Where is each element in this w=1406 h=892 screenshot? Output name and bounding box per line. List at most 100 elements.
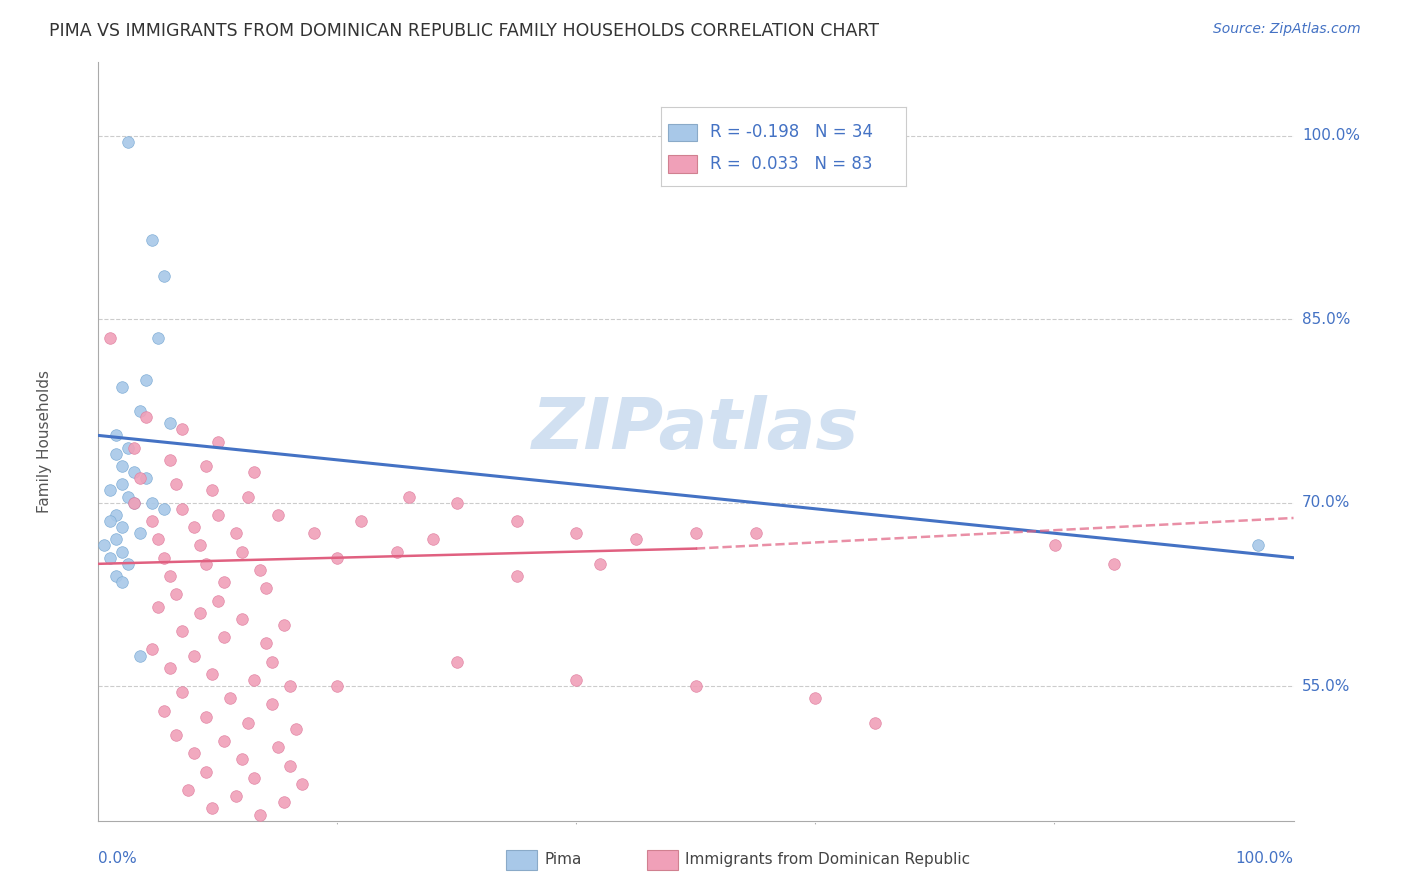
Text: Source: ZipAtlas.com: Source: ZipAtlas.com	[1213, 22, 1361, 37]
Point	[201, 801, 224, 815]
Point	[188, 606, 211, 620]
Point	[243, 465, 266, 479]
Point	[685, 526, 707, 541]
Point	[745, 526, 768, 541]
Point	[350, 514, 373, 528]
Point	[243, 673, 266, 687]
Point	[254, 582, 277, 596]
Point	[254, 636, 277, 650]
Point	[141, 233, 163, 247]
Point	[219, 691, 242, 706]
Point	[159, 661, 181, 675]
Point	[117, 441, 139, 455]
Text: 55.0%: 55.0%	[1302, 679, 1350, 694]
Point	[278, 679, 301, 693]
Point	[267, 740, 290, 755]
Text: 100.0%: 100.0%	[1302, 128, 1360, 144]
Point	[153, 704, 176, 718]
Point	[249, 563, 271, 577]
Point	[135, 471, 157, 485]
Point	[565, 526, 588, 541]
Point	[153, 501, 176, 516]
Point	[273, 795, 295, 809]
Point	[212, 734, 235, 748]
Text: 100.0%: 100.0%	[1236, 851, 1294, 866]
Point	[129, 471, 152, 485]
Point	[148, 330, 170, 344]
Point	[506, 569, 529, 583]
Point	[446, 496, 468, 510]
Point	[231, 752, 253, 766]
Point	[177, 783, 200, 797]
Point	[225, 789, 247, 804]
Text: 0.0%: 0.0%	[98, 851, 138, 866]
Point	[291, 777, 314, 791]
Point	[129, 526, 152, 541]
Point	[260, 655, 283, 669]
Text: Family Households: Family Households	[37, 370, 52, 513]
Point	[159, 416, 181, 430]
Point	[201, 666, 224, 681]
Point	[231, 612, 253, 626]
Point	[685, 679, 707, 693]
Point	[195, 458, 218, 473]
Text: Pima: Pima	[544, 853, 582, 867]
Point	[148, 533, 170, 547]
Point	[159, 453, 181, 467]
Point	[135, 410, 157, 425]
Point	[93, 539, 115, 553]
Point	[1104, 557, 1126, 571]
Point	[188, 539, 211, 553]
Point	[141, 496, 163, 510]
Point	[302, 526, 325, 541]
Point	[183, 520, 205, 534]
Point	[589, 557, 612, 571]
Point	[124, 441, 146, 455]
Point	[98, 550, 122, 565]
Point	[135, 373, 157, 387]
Point	[124, 496, 146, 510]
Point	[159, 569, 181, 583]
Point	[117, 490, 139, 504]
Point	[201, 483, 224, 498]
Point	[225, 526, 247, 541]
Point	[105, 428, 128, 442]
Point	[98, 483, 122, 498]
Point	[153, 269, 176, 284]
Point	[207, 508, 229, 522]
Point	[195, 764, 218, 779]
Text: 70.0%: 70.0%	[1302, 495, 1350, 510]
Point	[111, 575, 134, 590]
Point	[260, 698, 283, 712]
Point	[172, 501, 194, 516]
Point	[105, 447, 128, 461]
Point	[141, 642, 163, 657]
Point	[117, 135, 139, 149]
Point	[148, 599, 170, 614]
Point	[422, 533, 444, 547]
Point	[98, 514, 122, 528]
Point	[111, 520, 134, 534]
Point	[207, 434, 229, 449]
Point	[267, 508, 290, 522]
Point	[195, 557, 218, 571]
Point	[398, 490, 420, 504]
Point	[273, 618, 295, 632]
Text: PIMA VS IMMIGRANTS FROM DOMINICAN REPUBLIC FAMILY HOUSEHOLDS CORRELATION CHART: PIMA VS IMMIGRANTS FROM DOMINICAN REPUBL…	[49, 22, 879, 40]
Point	[1043, 539, 1066, 553]
Text: Immigrants from Dominican Republic: Immigrants from Dominican Republic	[685, 853, 970, 867]
Point	[129, 648, 152, 663]
Bar	[668, 124, 697, 141]
Point	[129, 404, 152, 418]
Point	[249, 807, 271, 822]
Point	[183, 648, 205, 663]
Point	[165, 477, 187, 491]
Point	[117, 557, 139, 571]
Point	[243, 771, 266, 785]
Point	[506, 514, 529, 528]
Point	[565, 673, 588, 687]
Point	[105, 569, 128, 583]
Point	[105, 533, 128, 547]
Point	[212, 630, 235, 644]
Text: 85.0%: 85.0%	[1302, 311, 1350, 326]
